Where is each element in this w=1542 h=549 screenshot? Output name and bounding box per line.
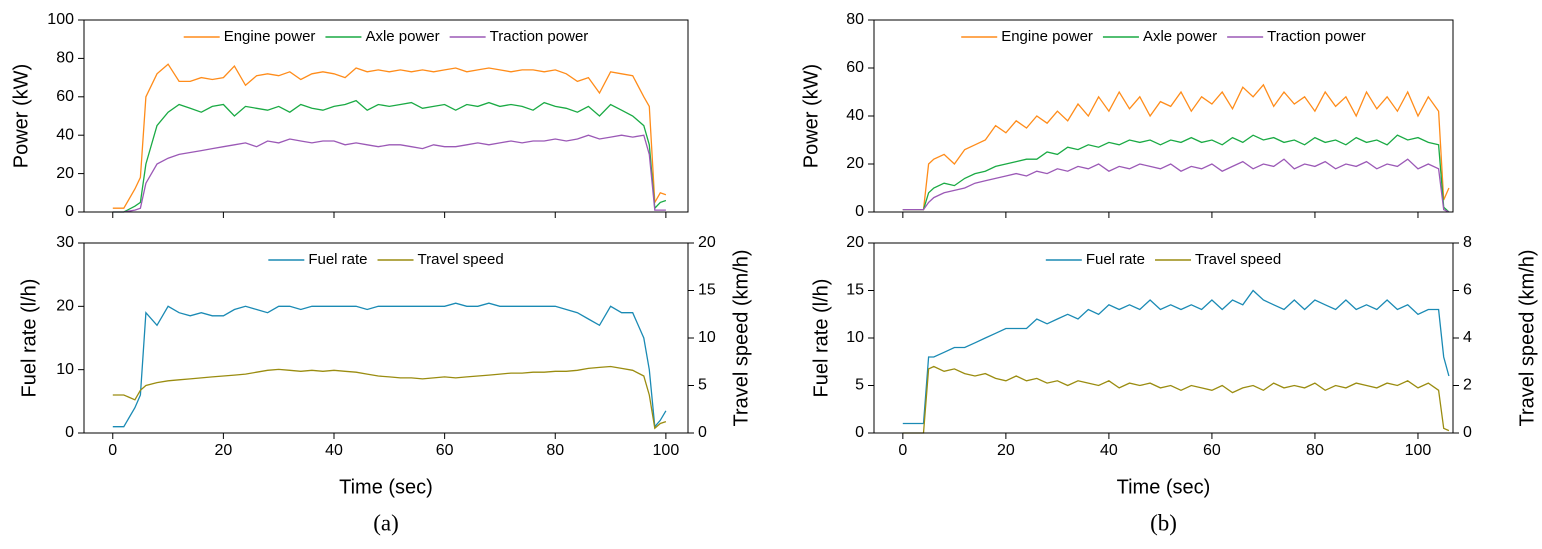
x-axis-label: Time (sec) — [339, 476, 433, 498]
series-line — [902, 365, 1450, 434]
y-tick-label: 40 — [846, 107, 864, 124]
legend-label: Travel speed — [418, 251, 504, 268]
x-axis-label: Time (sec) — [1117, 476, 1211, 498]
y-tick-label: 30 — [56, 234, 74, 251]
y2-tick-label: 15 — [698, 282, 716, 299]
legend-label: Traction power — [1267, 28, 1366, 45]
series-line — [902, 158, 1450, 213]
y2-tick-label: 6 — [1463, 282, 1472, 299]
legend-label: Axle power — [365, 28, 439, 45]
series-line — [112, 99, 667, 213]
y-tick-label: 0 — [65, 203, 74, 220]
y2-tick-label: 4 — [1463, 329, 1472, 346]
x-tick-label: 40 — [325, 442, 343, 459]
x-tick-label: 80 — [546, 442, 564, 459]
y-tick-label: 0 — [855, 424, 864, 441]
series-line — [112, 134, 666, 213]
legend-label: Axle power — [1143, 28, 1217, 45]
series-line — [112, 63, 667, 209]
y-axis-label: Power (kW) — [10, 64, 32, 168]
x-tick-label: 40 — [1100, 442, 1118, 459]
y2-tick-label: 2 — [1463, 377, 1472, 394]
y-tick-label: 60 — [56, 88, 74, 105]
x-tick-label: 60 — [436, 442, 454, 459]
legend-label: Engine power — [224, 28, 316, 45]
y2-axis-label: Travel speed (km/h) — [730, 249, 752, 426]
legend: Engine power Axle power Traction power — [183, 28, 589, 45]
y-tick-label: 80 — [56, 50, 74, 67]
legend: Fuel rate Travel speed — [268, 251, 504, 268]
plot-frame — [873, 242, 1454, 434]
y2-tick-label: 5 — [698, 377, 707, 394]
y-tick-label: 15 — [846, 282, 864, 299]
y-axis-label: Power (kW) — [800, 64, 822, 168]
legend: Fuel rate Travel speed — [1045, 251, 1281, 268]
y-tick-label: 20 — [846, 155, 864, 172]
y-tick-label: 40 — [56, 126, 74, 143]
x-tick-label: 60 — [1203, 442, 1221, 459]
legend-label: Traction power — [490, 28, 589, 45]
series-line — [112, 302, 667, 429]
y2-axis-label: Travel speed (km/h) — [1516, 249, 1538, 426]
legend-label: Travel speed — [1195, 251, 1281, 268]
plot-frame — [873, 19, 1454, 213]
x-tick-label: 80 — [1306, 442, 1324, 459]
x-tick-label: 100 — [1405, 442, 1432, 459]
x-tick-label: 20 — [214, 442, 232, 459]
x-tick-label: 100 — [653, 442, 680, 459]
y2-tick-label: 20 — [698, 234, 716, 251]
y-axis-label: Fuel rate (l/h) — [18, 279, 40, 398]
y-tick-label: 0 — [65, 424, 74, 441]
legend: Engine power Axle power Traction power — [961, 28, 1366, 45]
y-tick-label: 0 — [855, 203, 864, 220]
x-tick-label: 0 — [898, 442, 907, 459]
x-tick-label: 0 — [108, 442, 117, 459]
y-tick-label: 60 — [846, 59, 864, 76]
plot-frame — [83, 19, 689, 213]
y-tick-label: 20 — [56, 298, 74, 315]
y2-tick-label: 10 — [698, 329, 716, 346]
y-axis-label: Fuel rate (l/h) — [810, 279, 832, 398]
y-tick-label: 10 — [846, 329, 864, 346]
y2-tick-label: 0 — [1463, 424, 1472, 441]
y-tick-label: 20 — [56, 165, 74, 182]
series-line — [902, 83, 1450, 211]
series-line — [902, 134, 1450, 213]
y-tick-label: 5 — [855, 377, 864, 394]
legend-label: Fuel rate — [308, 251, 367, 268]
y-tick-label: 80 — [846, 11, 864, 28]
y-tick-label: 10 — [56, 361, 74, 378]
y2-tick-label: 8 — [1463, 234, 1472, 251]
x-tick-label: 20 — [997, 442, 1015, 459]
series-line — [902, 289, 1450, 425]
y-tick-label: 100 — [47, 11, 74, 28]
legend-label: Engine power — [1001, 28, 1093, 45]
panel-caption: (b) — [1150, 510, 1177, 535]
y-tick-label: 20 — [846, 234, 864, 251]
legend-label: Fuel rate — [1086, 251, 1145, 268]
panel-caption: (a) — [373, 510, 399, 535]
plot-frame — [83, 242, 689, 434]
y2-tick-label: 0 — [698, 424, 707, 441]
series-line — [112, 365, 667, 430]
